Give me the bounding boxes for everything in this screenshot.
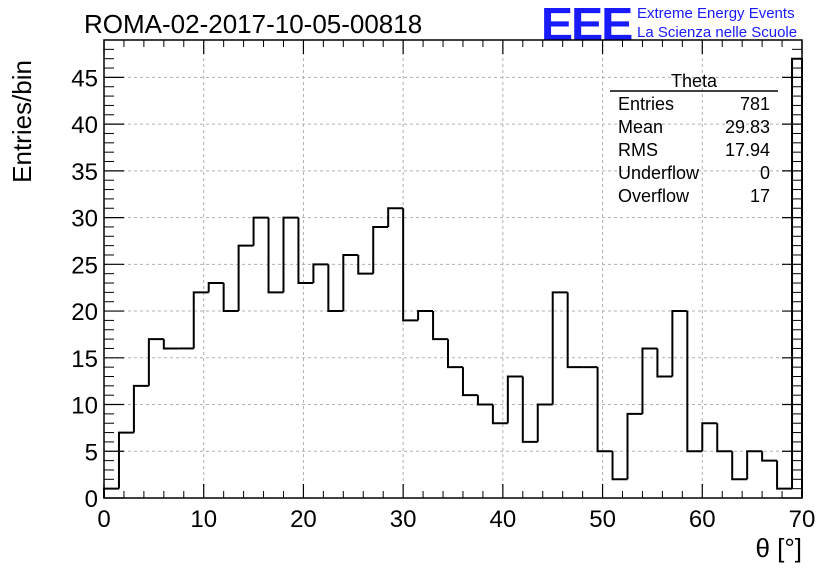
stats-value: 29.83 bbox=[725, 117, 770, 137]
y-tick-label: 30 bbox=[71, 206, 98, 233]
stats-value: 781 bbox=[740, 94, 770, 114]
histogram-bin bbox=[237, 244, 254, 312]
histogram-bin bbox=[117, 431, 134, 489]
histogram-bin bbox=[566, 292, 583, 369]
stats-value: 0 bbox=[760, 163, 770, 183]
stats-label: Mean bbox=[618, 117, 663, 137]
histogram-bin bbox=[162, 339, 179, 350]
x-tick-label: 70 bbox=[789, 506, 816, 533]
y-tick-label: 45 bbox=[71, 65, 98, 92]
histogram-bin bbox=[461, 367, 478, 397]
histogram-bin bbox=[596, 367, 613, 453]
histogram-bin bbox=[746, 450, 763, 480]
histogram-bin bbox=[611, 451, 628, 481]
histogram-bin bbox=[701, 422, 718, 452]
histogram-bin bbox=[626, 412, 643, 480]
x-tick-label: 10 bbox=[190, 506, 217, 533]
plot-frame bbox=[103, 39, 803, 499]
grid-lines bbox=[104, 40, 802, 498]
stats-value: 17 bbox=[750, 186, 770, 206]
x-tick-label: 50 bbox=[589, 506, 616, 533]
histogram-bin bbox=[491, 404, 508, 425]
histogram-bin bbox=[282, 216, 299, 293]
y-tick-label: 35 bbox=[71, 159, 98, 186]
histogram-bin bbox=[521, 376, 538, 443]
stats-box: Theta Entries 781 Mean 29.83 RMS 17.94 Underflo… bbox=[610, 71, 778, 206]
histogram-bin bbox=[297, 217, 314, 285]
histogram-bin bbox=[776, 460, 793, 490]
histogram-bin bbox=[671, 310, 688, 377]
histogram-bin bbox=[536, 403, 553, 442]
histogram-bin bbox=[103, 487, 119, 498]
histogram-bin bbox=[267, 217, 284, 294]
histogram-bin bbox=[731, 451, 748, 481]
y-tick-label: 10 bbox=[71, 393, 98, 420]
y-tick-label: 40 bbox=[71, 112, 98, 139]
y-tick-label: 0 bbox=[85, 486, 98, 513]
histogram-bin bbox=[716, 423, 733, 453]
stats-label: Entries bbox=[618, 94, 674, 114]
histogram-bin bbox=[312, 263, 329, 284]
histogram-bin bbox=[417, 310, 434, 321]
histogram-bin bbox=[686, 311, 703, 453]
histogram-bin bbox=[387, 207, 404, 227]
histogram-bin bbox=[476, 395, 493, 406]
tick-labels: 0 10 20 30 40 50 60 70 0 5 10 15 20 25 30 35 40 45 bbox=[71, 65, 815, 533]
y-axis-label: Entries/bin bbox=[7, 60, 37, 183]
y-tick-label: 5 bbox=[85, 439, 98, 466]
histogram-bin bbox=[402, 208, 419, 322]
histogram-bin bbox=[656, 348, 673, 378]
axis-ticks bbox=[103, 40, 803, 499]
x-tick-label: 0 bbox=[97, 506, 110, 533]
x-axis-label: θ [°] bbox=[755, 533, 802, 563]
stats-title: Theta bbox=[671, 71, 718, 91]
histogram-bin bbox=[147, 338, 164, 386]
logo-caption: Extreme Energy Events La Scienza nelle S… bbox=[637, 4, 797, 42]
histogram-bin bbox=[207, 282, 224, 293]
histogram-bin bbox=[327, 264, 344, 313]
y-tick-label: 25 bbox=[71, 252, 98, 279]
histogram-bin bbox=[432, 311, 449, 341]
logo-caption-line2: La Scienza nelle Scuole bbox=[637, 24, 798, 41]
histogram-bin bbox=[222, 283, 239, 313]
stats-label: Underflow bbox=[618, 163, 700, 183]
y-tick-label: 15 bbox=[71, 346, 98, 373]
logo-caption-line1: Extreme Energy Events bbox=[637, 5, 795, 22]
x-tick-label: 30 bbox=[390, 506, 417, 533]
histogram-bin bbox=[357, 254, 374, 275]
histogram-bin bbox=[506, 375, 523, 424]
histogram-bin bbox=[551, 291, 568, 405]
x-tick-label: 60 bbox=[689, 506, 716, 533]
y-tick-label: 20 bbox=[71, 299, 98, 326]
histogram-bin bbox=[132, 384, 149, 433]
histogram-bin bbox=[761, 451, 778, 462]
chart-title: ROMA-02-2017-10-05-00818 bbox=[84, 9, 423, 39]
eee-logo: EEE bbox=[540, 0, 633, 50]
x-tick-label: 20 bbox=[290, 506, 317, 533]
stats-label: RMS bbox=[618, 140, 658, 160]
stats-label: Overflow bbox=[618, 186, 690, 206]
histogram-bin bbox=[641, 347, 658, 414]
histogram-bin bbox=[192, 291, 209, 349]
histogram-bin bbox=[342, 253, 359, 312]
stats-value: 17.94 bbox=[725, 140, 770, 160]
histogram-bin bbox=[252, 216, 269, 246]
histogram-bin bbox=[372, 225, 389, 274]
histogram-bin bbox=[447, 339, 463, 369]
x-tick-label: 40 bbox=[490, 506, 517, 533]
